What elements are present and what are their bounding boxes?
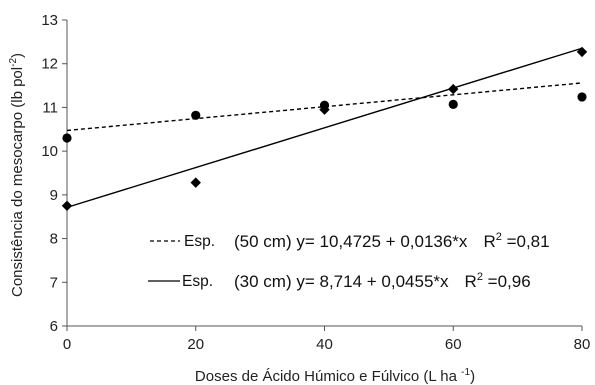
data-point-diamond [61,200,73,211]
x-tick-label: 60 [445,336,462,353]
axes-group [62,19,583,331]
legend-entry-30cm: Esp. (30 cm) y= 8,714 + 0,0455*x R2 =0,96 [148,271,531,291]
x-tick-labels: 0 20 40 60 80 [63,336,591,353]
y-tick-labels: 6 7 8 9 10 11 12 13 [41,12,58,335]
y-tick-label: 9 [50,187,58,204]
regression-line-series-1 [66,47,583,209]
regression-line-series-0 [66,82,583,132]
legend-entry-50cm: Esp. (50 cm) y= 10,4725 + 0,0136*x R2 =0,… [150,231,550,251]
y-tick-label: 12 [41,56,58,73]
y-tick-label: 6 [50,318,58,335]
data-point-diamond [448,83,459,95]
legend: Esp. (50 cm) y= 10,4725 + 0,0136*x R2 =0,… [148,231,550,291]
x-tick-label: 0 [63,336,71,353]
data-points [61,46,588,211]
legend-equation-50cm: (50 cm) y= 10,4725 + 0,0136*x R2 =0,81 [234,231,550,251]
data-point-circle [62,133,72,143]
data-point-circle [191,110,201,120]
x-tick-label: 20 [187,336,204,353]
legend-prefix-50cm: Esp. [184,233,215,250]
data-point-circle [577,92,587,102]
data-point-diamond [319,104,330,115]
data-point-diamond [576,46,588,58]
x-tick-label: 40 [316,336,333,353]
y-axis-title: Consistência do mesocarpo (lb pol-2) [8,53,26,297]
x-tick-label: 80 [574,336,591,353]
data-point-diamond [190,177,201,188]
y-tick-label: 11 [42,99,58,116]
y-tick-label: 7 [50,274,58,291]
data-point-circle [448,99,458,109]
regression-lines [66,47,583,209]
legend-equation-30cm: (30 cm) y= 8,714 + 0,0455*x R2 =0,96 [234,271,531,291]
y-tick-label: 13 [41,12,58,29]
legend-prefix-30cm: Esp. [182,273,213,290]
y-tick-label: 10 [41,143,58,160]
x-axis-title: Doses de Ácido Húmico e Fúlvico (L ha -1… [195,367,475,385]
y-tick-label: 8 [50,231,58,248]
